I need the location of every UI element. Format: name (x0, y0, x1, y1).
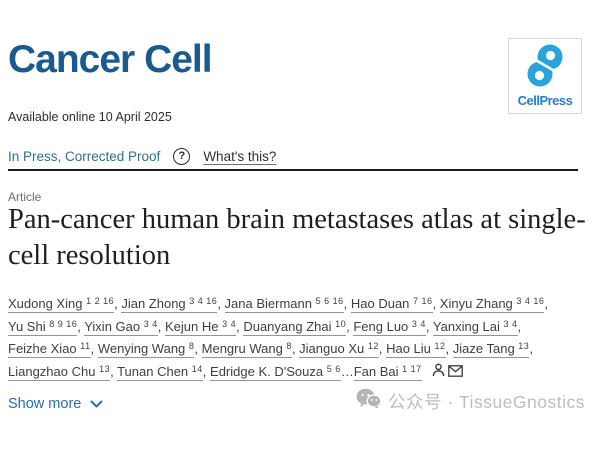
author-link[interactable]: Fan Bai 1 17 (353, 363, 422, 381)
person-icon[interactable] (429, 363, 445, 379)
author-link[interactable]: Xudong Xing 1 2 16 (8, 296, 115, 313)
watermark: 公众号 · TissueGnostics (356, 388, 585, 414)
journal-logo-cancer-cell[interactable]: Cancer Cell (8, 38, 213, 81)
author-link[interactable]: Xinyu Zhang 3 4 16 (439, 296, 545, 313)
author-link[interactable]: Feng Luo 3 4 (353, 318, 426, 336)
author-list: Xudong Xing 1 2 16, Jian Zhong 3 4 16, J… (8, 296, 549, 381)
author-link[interactable]: Kejun He 3 4 (164, 318, 237, 336)
show-more-label: Show more (8, 396, 82, 412)
author-link[interactable]: Mengru Wang 8 (201, 341, 292, 358)
author-link[interactable]: Yu Shi 8 9 16 (8, 318, 78, 336)
status-row: In Press, Corrected Proof ? What's this? (8, 148, 276, 165)
article-title: Pan-cancer human brain metastases atlas … (8, 204, 586, 271)
whats-this-link[interactable]: What's this? (203, 149, 277, 164)
author-link[interactable]: Yixin Gao 3 4 (84, 318, 158, 336)
cellpress-swirl-icon (522, 42, 568, 95)
wechat-icon (356, 388, 382, 414)
cellpress-wordmark: CellPress (517, 93, 573, 108)
mail-icon[interactable] (445, 364, 464, 379)
in-press-status: In Press, Corrected Proof (8, 149, 161, 164)
chevron-down-icon (90, 396, 103, 412)
author-link[interactable]: Yanxing Lai 3 4 (432, 318, 518, 336)
author-link[interactable]: Wenying Wang 8 (97, 341, 195, 358)
article-type-label: Article (8, 190, 42, 204)
author-link[interactable]: Edridge K. D'Souza 5 6 (210, 363, 341, 381)
author-link[interactable]: Jiaze Tang 13 (452, 341, 530, 358)
divider-rule (8, 169, 578, 171)
author-link[interactable]: Liangzhao Chu 13 (8, 363, 111, 381)
author-link[interactable]: Jian Zhong 3 4 16 (121, 296, 218, 313)
author-link[interactable]: Hao Duan 7 16 (350, 296, 433, 313)
author-link[interactable]: Tunan Chen 14 (117, 363, 203, 381)
question-circle-icon[interactable]: ? (173, 148, 191, 165)
author-link[interactable]: Feizhe Xiao 11 (8, 341, 91, 358)
author-link[interactable]: Jianguo Xu 12 (299, 341, 379, 358)
cellpress-logo[interactable]: CellPress (508, 38, 582, 114)
author-link[interactable]: Duanyang Zhai 10 (243, 318, 347, 336)
author-link[interactable]: Jana Biermann 5 6 16 (224, 296, 344, 313)
author-link[interactable]: Hao Liu 12 (386, 341, 446, 358)
watermark-text: 公众号 · TissueGnostics (387, 391, 585, 412)
available-online-date: Available online 10 April 2025 (8, 110, 172, 124)
show-more-button[interactable]: Show more (8, 396, 103, 412)
